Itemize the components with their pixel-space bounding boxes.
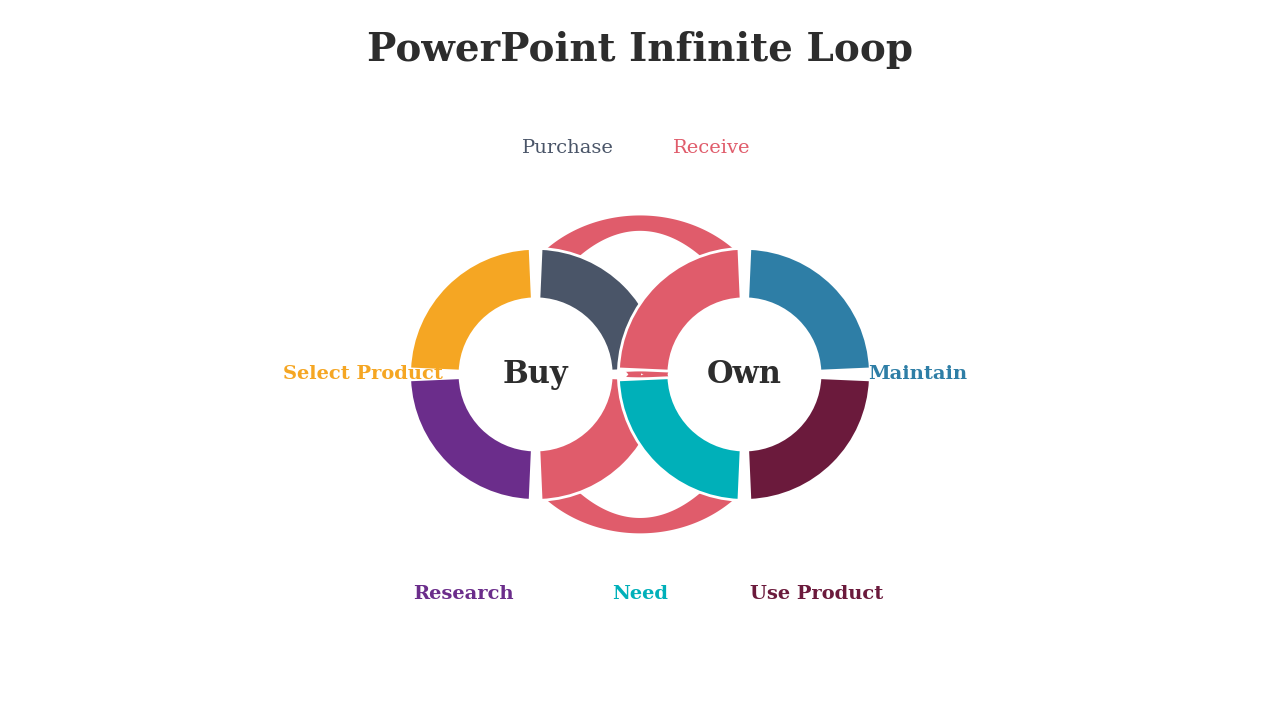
Text: Need: Need (612, 585, 668, 603)
Wedge shape (748, 378, 870, 500)
Wedge shape (539, 378, 662, 500)
Polygon shape (543, 450, 737, 534)
Text: Receive: Receive (673, 138, 751, 157)
Text: Research: Research (413, 585, 513, 603)
Wedge shape (539, 248, 662, 371)
Text: Select Product: Select Product (283, 366, 443, 384)
Text: Maintain: Maintain (868, 366, 966, 384)
Polygon shape (611, 361, 669, 399)
Text: Buy: Buy (503, 359, 568, 390)
Polygon shape (611, 350, 669, 388)
Wedge shape (410, 248, 532, 371)
Text: Use Product: Use Product (750, 585, 883, 603)
Text: Purchase: Purchase (522, 138, 614, 157)
Circle shape (462, 301, 609, 448)
Text: PowerPoint Infinite Loop: PowerPoint Infinite Loop (367, 32, 913, 69)
Text: Own: Own (707, 359, 782, 390)
Circle shape (671, 301, 818, 448)
Polygon shape (543, 215, 737, 299)
Wedge shape (618, 378, 741, 500)
Wedge shape (618, 248, 741, 371)
Wedge shape (748, 248, 870, 371)
Wedge shape (410, 378, 532, 500)
